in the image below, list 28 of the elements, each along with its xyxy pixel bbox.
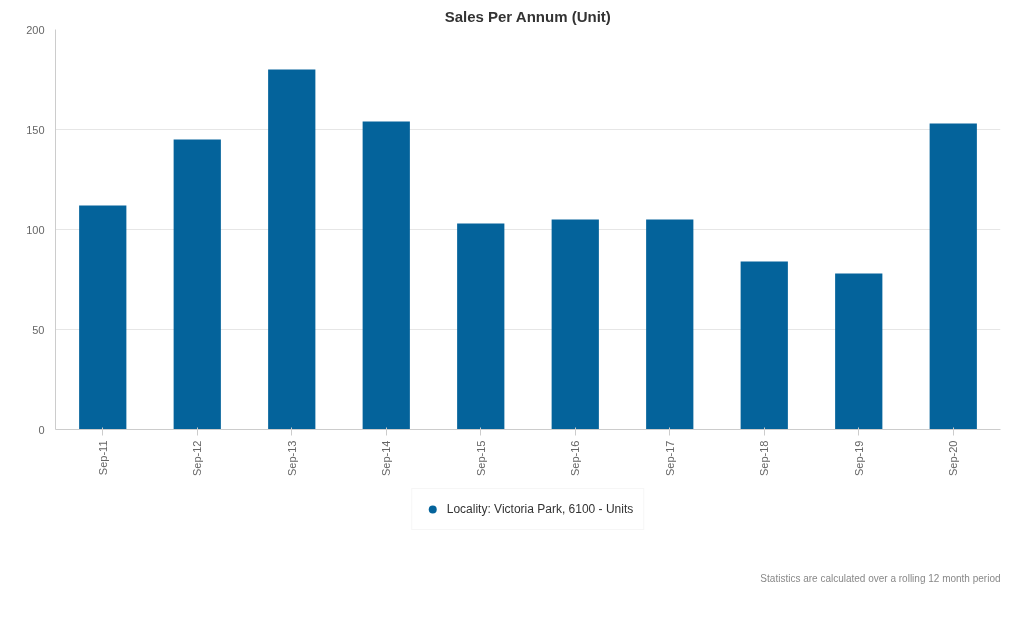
x-tick-label: Sep-11 [96, 440, 109, 476]
x-tick-label: Sep-14 [380, 440, 393, 476]
bar [835, 273, 883, 430]
chart-title: Sales Per Annum (Unit) [444, 7, 611, 25]
bar [929, 123, 977, 430]
x-tick-label: Sep-16 [569, 440, 582, 476]
x-tick-label: Sep-12 [191, 440, 204, 476]
x-tick-label: Sep-19 [852, 440, 865, 476]
y-tick-label: 50 [32, 323, 45, 336]
bar [173, 139, 221, 430]
x-tick-label: Sep-17 [663, 440, 676, 476]
y-tick-label: 200 [26, 23, 45, 36]
x-tick-label: Sep-15 [474, 440, 487, 476]
bar [79, 205, 127, 430]
legend-label: Locality: Victoria Park, 6100 - Units [446, 502, 634, 516]
y-tick-label: 150 [26, 123, 45, 136]
bar [740, 261, 788, 430]
x-tick-label: Sep-18 [758, 440, 771, 476]
bar [268, 69, 316, 430]
bar [362, 121, 410, 430]
y-tick-label: 100 [26, 223, 45, 236]
x-tick-label: Sep-13 [285, 440, 298, 476]
y-tick-label: 0 [38, 423, 45, 436]
x-tick-label: Sep-20 [947, 440, 960, 476]
text: Statistics are calculated over a rolling 12 month period [760, 572, 1001, 584]
bar [551, 219, 599, 430]
bar [457, 223, 505, 430]
bar [646, 219, 694, 430]
